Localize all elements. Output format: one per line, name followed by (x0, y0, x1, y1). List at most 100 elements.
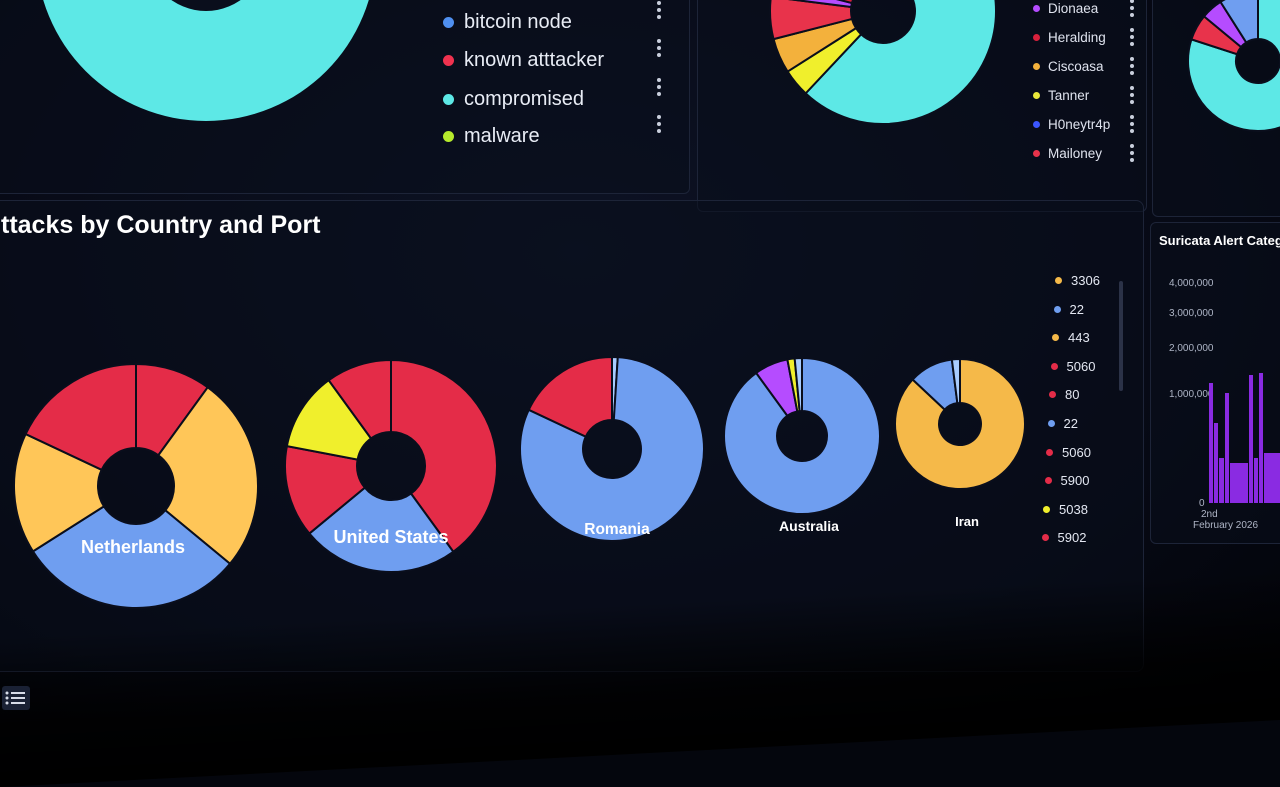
legend-dot-icon (1041, 534, 1049, 542)
honeypot-legend-item[interactable]: Ciscoasa (1033, 59, 1104, 74)
country-0-slice[interactable] (24, 362, 137, 472)
top-right-panel (1152, 0, 1280, 217)
kebab-menu-icon[interactable] (657, 115, 661, 136)
kebab-menu-icon[interactable] (657, 1, 661, 22)
kebab-menu-icon[interactable] (1130, 115, 1134, 136)
y-tick: 0 (1199, 498, 1205, 509)
port-legend-item[interactable]: 80 (1049, 387, 1079, 402)
country-4-slice[interactable] (950, 357, 961, 405)
attack-type-panel: bitcoin node known atttacker compromised ma… (0, 0, 690, 194)
honeypot-panel: Dionaea Heralding Ciscoasa Tanner H0neytr4p M… (697, 0, 1147, 212)
honeypot-legend-item[interactable]: H0neytr4p (1033, 117, 1110, 132)
port-legend-item[interactable]: 5038 (1043, 502, 1088, 517)
legend-dot-icon (1052, 334, 1059, 342)
port-legend-item[interactable]: 5902 (1041, 530, 1086, 545)
legend-dot-icon (443, 131, 454, 142)
section-title: ttacks by Country and Port (1, 211, 321, 239)
x-tick-month: February 2026 (1193, 520, 1259, 531)
top-right-donut (1187, 0, 1280, 132)
legend-dot-icon (1033, 92, 1040, 99)
legend-dot-icon (1049, 391, 1056, 399)
honeypot-slice[interactable] (804, 0, 997, 125)
country-label: United States (333, 527, 449, 547)
top-right-slice[interactable] (1187, 0, 1280, 132)
kebab-menu-icon[interactable] (657, 78, 661, 99)
legend-item[interactable]: known atttacker (443, 49, 604, 72)
legend-item[interactable]: bitcoin node (443, 11, 572, 34)
suricata-bars (1209, 373, 1280, 503)
legend-item[interactable]: malware (443, 125, 540, 148)
country-1-slice[interactable] (307, 486, 455, 573)
list-icon[interactable] (2, 686, 30, 710)
country-0-slice[interactable] (156, 385, 259, 566)
legend-label: Tanner (1048, 88, 1090, 103)
kebab-menu-icon[interactable] (1130, 86, 1134, 107)
y-tick: 3,000,000 (1169, 308, 1214, 319)
country-label: Australia (779, 518, 839, 534)
suricata-title: Suricata Alert Category I (1159, 233, 1280, 248)
legend-dot-icon (443, 55, 454, 66)
honeypot-slice[interactable] (774, 0, 855, 5)
port-legend-item[interactable]: 5900 (1044, 473, 1090, 489)
port-label: 22 (1069, 301, 1084, 317)
legend-dot-icon (1033, 5, 1040, 12)
country-4-slice[interactable] (894, 357, 1026, 490)
port-label: 5900 (1060, 473, 1090, 489)
country-0-slice[interactable] (31, 504, 232, 609)
country-label: Netherlands (80, 537, 186, 557)
legend-dot-icon (443, 94, 454, 105)
country-2-slice[interactable] (527, 355, 613, 438)
legend-dot-icon (1043, 505, 1050, 513)
port-label: 80 (1065, 387, 1080, 403)
legend-item[interactable]: compromised (443, 88, 584, 111)
scrollbar[interactable] (1119, 281, 1123, 391)
port-legend-item[interactable]: 5060 (1050, 358, 1096, 374)
country-3-slice[interactable] (793, 356, 803, 413)
country-label: Iran (955, 514, 979, 529)
honeypot-legend-item[interactable]: Dionaea (1033, 1, 1098, 16)
legend-dot-icon (1044, 477, 1052, 485)
legend-label: known atttacker (464, 49, 605, 71)
port-legend-item[interactable]: 443 (1052, 330, 1090, 345)
legend-dot-icon (1033, 63, 1040, 70)
legend-label: malware (464, 125, 540, 147)
kebab-menu-icon[interactable] (1130, 0, 1134, 20)
honeypot-legend-item[interactable]: Tanner (1033, 88, 1089, 103)
legend-label: H0neytr4p (1048, 117, 1111, 132)
suricata-panel: Suricata Alert Category I 4,000,000 3,00… (1150, 222, 1280, 544)
legend-dot-icon (1046, 448, 1053, 456)
kebab-menu-icon[interactable] (1130, 28, 1134, 49)
port-legend-item[interactable]: 3306 (1055, 273, 1100, 288)
y-tick: 4,000,000 (1169, 278, 1214, 289)
port-label: 5060 (1066, 358, 1096, 374)
port-label: 3306 (1071, 273, 1100, 288)
port-label: 22 (1063, 416, 1078, 431)
honeypot-legend-item[interactable]: Heralding (1033, 30, 1106, 45)
port-legend-item[interactable]: 5060 (1046, 445, 1091, 460)
port-legend-item[interactable]: 22 (1047, 416, 1078, 431)
country-3-slice[interactable] (723, 356, 881, 515)
legend-dot-icon (1033, 150, 1040, 157)
country-1-slice[interactable] (327, 358, 392, 440)
country-2-slice[interactable] (519, 356, 705, 542)
x-tick-day: 2nd (1201, 509, 1218, 520)
legend-label: Ciscoasa (1048, 59, 1104, 74)
honeypot-legend-item[interactable]: Mailoney (1033, 146, 1102, 161)
kebab-menu-icon[interactable] (1130, 144, 1134, 165)
legend-dot-icon (443, 17, 454, 28)
country-1-slice[interactable] (390, 358, 498, 554)
country-0-slice[interactable] (13, 432, 106, 553)
legend-dot-icon (1055, 277, 1062, 284)
port-legend-item[interactable]: 22 (1053, 301, 1084, 317)
legend-dot-icon (1033, 121, 1040, 128)
honeypot-donut (769, 0, 997, 125)
legend-dot-icon (1047, 420, 1055, 427)
legend-label: Mailoney (1048, 146, 1103, 161)
legend-dot-icon (1050, 362, 1058, 370)
kebab-menu-icon[interactable] (1130, 57, 1134, 78)
y-tick: 1,000,000 (1169, 389, 1214, 400)
top-right-slice[interactable] (1219, 0, 1259, 44)
kebab-menu-icon[interactable] (657, 39, 661, 60)
legend-label: Heralding (1048, 30, 1106, 45)
